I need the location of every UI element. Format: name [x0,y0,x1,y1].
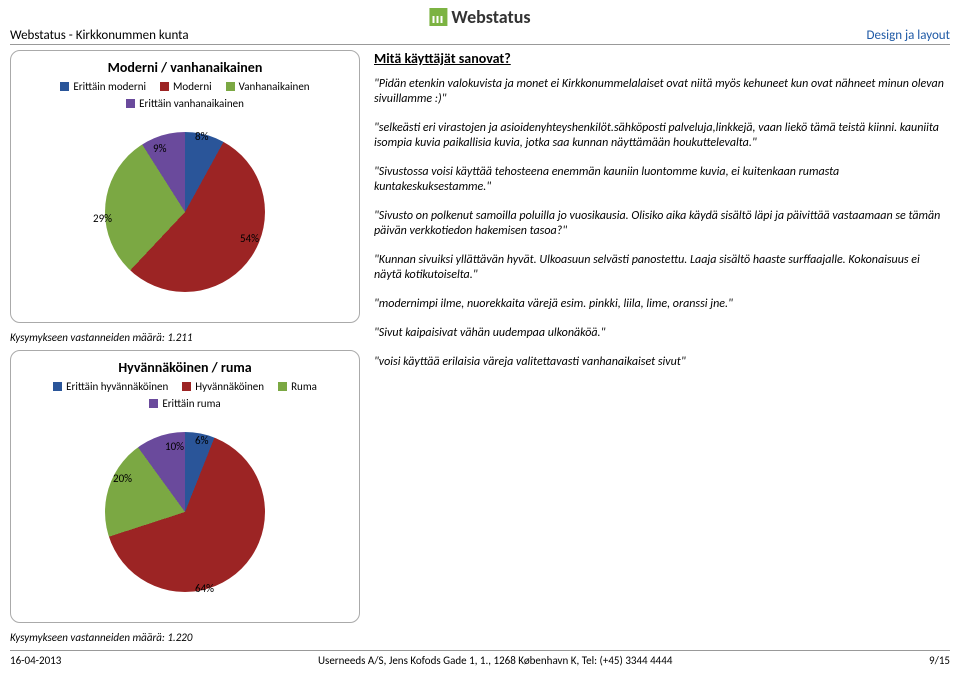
legend-swatch-icon [126,99,135,108]
brand-logo: Webstatus [429,6,530,28]
footer-date: 16-04-2013 [10,654,61,667]
legend-label: Erittäin ruma [162,397,220,410]
user-quote: "Kunnan sivuiksi yllättävän hyvät. Ulkoa… [374,253,950,283]
user-quote: "Sivut kaipaisivat vähän uudempaa ulkonä… [374,326,950,341]
legend-item: Erittäin vanhanaikainen [126,97,244,110]
legend-item: Erittäin ruma [149,397,220,410]
legend-item: Ruma [278,380,317,393]
brand-text: Webstatus [451,6,530,28]
comments-column: Mitä käyttäjät sanovat? "Pidän etenkin v… [374,50,950,643]
chart-title: Hyvännäköinen / ruma [21,359,349,376]
user-quote: "Sivustossa voisi käyttää tehosteena ene… [374,165,950,195]
slice-pct: 6% [195,434,208,447]
legend-label: Erittäin vanhanaikainen [139,97,244,110]
slice-pct: 29% [93,212,112,225]
legend-swatch-icon [53,382,62,391]
report-title: Webstatus - Kirkkonummen kunta [10,28,189,43]
legend-label: Ruma [291,380,317,393]
legend-swatch-icon [278,382,287,391]
pie-chart [105,132,265,292]
chart-legend: Erittäin hyvännäköinen Hyvännäköinen Rum… [21,380,349,410]
chart-legend: Erittäin moderni Moderni Vanhanaikainen … [21,80,349,110]
slice-pct: 54% [240,232,259,245]
legend-item: Erittäin hyvännäköinen [53,380,168,393]
legend-label: Erittäin moderni [73,80,146,93]
legend-swatch-icon [160,82,169,91]
slice-pct: 8% [195,130,208,143]
pie-container: 6% 64% 20% 10% [85,412,285,612]
legend-item: Vanhanaikainen [226,80,310,93]
legend-item: Erittäin moderni [60,80,146,93]
legend-item: Hyvännäköinen [182,380,264,393]
footer-page: 9/15 [929,654,950,667]
footer-org: Userneeds A/S, Jens Kofods Gade 1, 1., 1… [318,654,672,667]
user-quote: "Pidän etenkin valokuvista ja monet ei K… [374,77,950,107]
comments-heading: Mitä käyttäjät sanovat? [374,50,950,67]
legend-swatch-icon [60,82,69,91]
user-quote: "selkeästi eri virastojen ja asioidenyht… [374,121,950,151]
pie-container: 8% 54% 29% 9% [85,112,285,312]
user-quote: "Sivusto on polkenut samoilla poluilla j… [374,209,950,239]
chart-title: Moderni / vanhanaikainen [21,59,349,76]
legend-label: Erittäin hyvännäköinen [66,380,168,393]
legend-swatch-icon [149,399,158,408]
logo-icon [429,8,447,26]
legend-label: Vanhanaikainen [239,80,310,93]
user-quote: "modernimpi ilme, nuorekkaita värejä esi… [374,297,950,312]
legend-swatch-icon [182,382,191,391]
legend-item: Moderni [160,80,212,93]
chart-hyvannakoeinen: Hyvännäköinen / ruma Erittäin hyvännäköi… [10,350,360,623]
legend-label: Moderni [173,80,212,93]
user-quote: "voisi käyttää erilaisia väreja valitett… [374,355,950,370]
chart-moderni: Moderni / vanhanaikainen Erittäin modern… [10,50,360,323]
legend-label: Hyvännäköinen [195,380,264,393]
respondent-count: Kysymykseen vastanneiden määrä: 1.220 [10,631,360,644]
legend-swatch-icon [226,82,235,91]
slice-pct: 64% [195,582,214,595]
slice-pct: 9% [153,142,166,155]
slice-pct: 20% [113,472,132,485]
slice-pct: 10% [165,440,184,453]
pie-chart [105,432,265,592]
page-footer: 16-04-2013 Userneeds A/S, Jens Kofods Ga… [10,650,950,667]
respondent-count: Kysymykseen vastanneiden määrä: 1.211 [10,331,360,344]
header-divider [10,44,950,45]
section-title: Design ja layout [867,28,950,43]
